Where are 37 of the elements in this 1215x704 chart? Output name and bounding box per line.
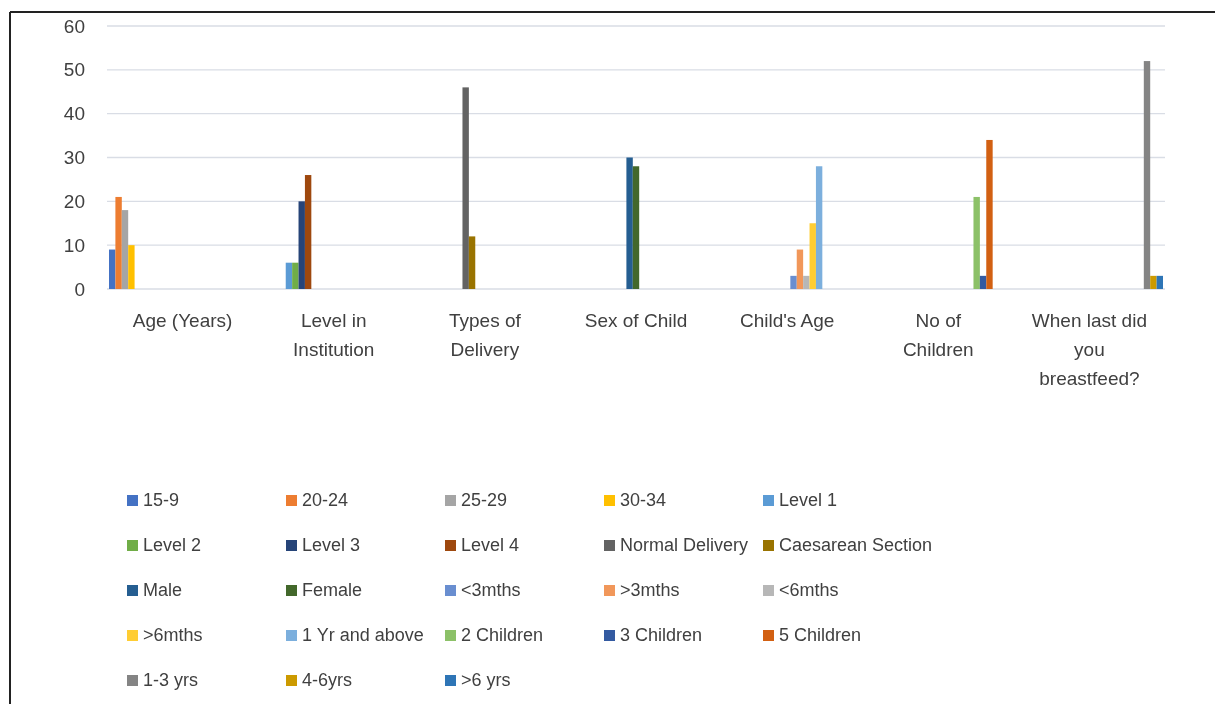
x-tick-label: When last did you breastfeed? <box>1031 310 1147 389</box>
legend-label: Level 3 <box>302 535 361 555</box>
legend-label: 2 Children <box>461 625 544 645</box>
x-tick-label: Types of Delivery <box>448 310 522 360</box>
legend-label: 1 Yr and above <box>302 625 424 645</box>
legend-label: 1-3 yrs <box>143 670 199 690</box>
y-tick-label: 50 <box>63 59 85 81</box>
legend-label: 15-9 <box>143 490 180 510</box>
legend-label: 30-34 <box>620 490 667 510</box>
y-tick-label: 10 <box>63 234 85 256</box>
y-tick-label: 0 <box>74 278 85 300</box>
legend-label: Normal Delivery <box>620 535 749 555</box>
legend-label: <3mths <box>461 580 521 600</box>
legend-label: Level 4 <box>461 535 520 555</box>
y-tick-label: 40 <box>63 103 85 125</box>
legend-label: >3mths <box>620 580 680 600</box>
legend-label: Female <box>302 580 363 600</box>
x-tick-label: Sex of Child <box>584 310 688 331</box>
legend-label: 4-6yrs <box>302 670 353 690</box>
legend-label: Caesarean Section <box>779 535 933 555</box>
legend-label: 25-29 <box>461 490 508 510</box>
x-tick-label: Age (Years) <box>132 310 233 331</box>
legend-label: >6mths <box>143 625 203 645</box>
legend-label: Male <box>143 580 183 600</box>
y-tick-label: 30 <box>63 147 85 169</box>
y-tick-label: 20 <box>63 190 85 212</box>
legend-label: Level 1 <box>779 490 838 510</box>
legend-label: 5 Children <box>779 625 862 645</box>
legend-label: <6mths <box>779 580 839 600</box>
x-tick-label: No of Children <box>902 310 974 360</box>
x-tick-label: Child's Age <box>739 310 835 331</box>
legend-label: Level 2 <box>143 535 202 555</box>
legend-label: 3 Children <box>620 625 703 645</box>
x-tick-label: Level in Institution <box>293 310 375 360</box>
legend-label: >6 yrs <box>461 670 511 690</box>
y-tick-label: 60 <box>63 15 85 37</box>
legend-label: 20-24 <box>302 490 349 510</box>
